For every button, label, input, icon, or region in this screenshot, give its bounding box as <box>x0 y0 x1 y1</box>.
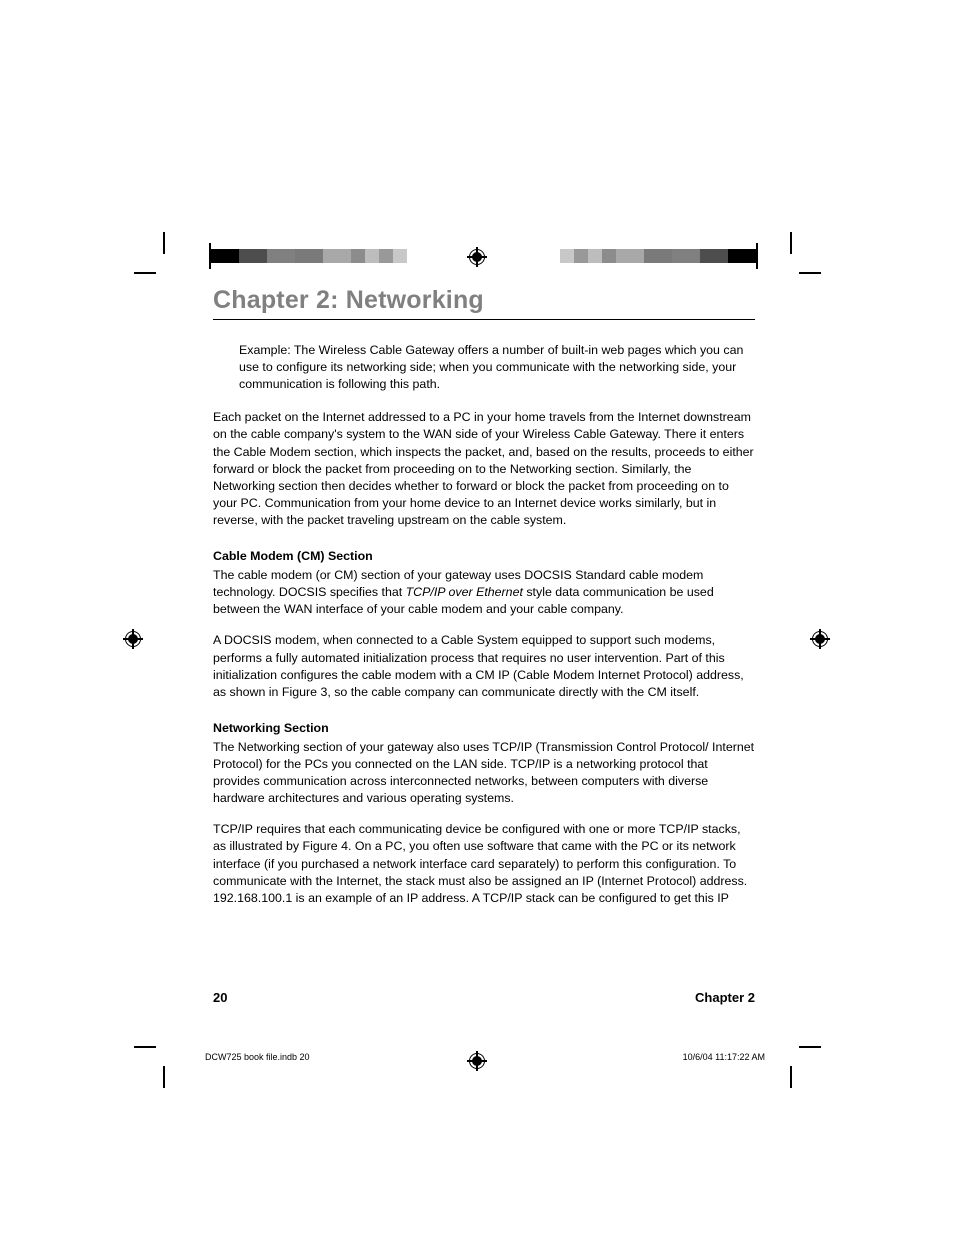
slug-datetime: 10/6/04 11:17:22 AM <box>683 1052 765 1062</box>
color-swatch <box>295 249 323 263</box>
color-swatch <box>379 249 393 263</box>
registration-mark-icon <box>810 629 830 649</box>
slug-filename: DCW725 book file.indb 20 <box>205 1052 310 1062</box>
chapter-label: Chapter 2 <box>695 990 755 1005</box>
italic-term: TCP/IP over Ethernet <box>406 585 523 599</box>
color-swatch <box>393 249 407 263</box>
example-paragraph: Example: The Wireless Cable Gateway offe… <box>239 342 747 393</box>
color-bar-right <box>546 249 758 263</box>
section-heading-cm: Cable Modem (CM) Section <box>213 549 755 563</box>
body-paragraph: The Networking section of your gateway a… <box>213 739 755 807</box>
color-swatch <box>560 249 574 263</box>
body-paragraph: Each packet on the Internet addressed to… <box>213 409 755 529</box>
color-swatch <box>588 249 602 263</box>
section-heading-networking: Networking Section <box>213 721 755 735</box>
crop-tick <box>163 232 165 254</box>
crop-tick <box>134 1046 156 1048</box>
print-slug: DCW725 book file.indb 20 10/6/04 11:17:2… <box>205 1052 765 1062</box>
color-swatch <box>574 249 588 263</box>
color-swatch <box>239 249 267 263</box>
registration-mark-icon <box>467 247 487 267</box>
color-swatch <box>728 249 756 263</box>
body-paragraph: The cable modem (or CM) section of your … <box>213 567 755 618</box>
color-swatch <box>672 249 700 263</box>
color-swatch <box>211 249 239 263</box>
title-rule <box>213 319 755 320</box>
color-bar-left <box>209 249 421 263</box>
crop-tick <box>134 272 156 274</box>
crop-tick <box>799 272 821 274</box>
page-number: 20 <box>213 990 227 1005</box>
crop-tick <box>790 1066 792 1088</box>
color-swatch <box>644 249 672 263</box>
color-swatch <box>267 249 295 263</box>
color-swatch <box>365 249 379 263</box>
color-swatch <box>616 249 644 263</box>
color-swatch <box>407 249 421 263</box>
color-swatch <box>700 249 728 263</box>
page: Chapter 2: Networking Example: The Wirel… <box>0 0 954 1235</box>
body-paragraph: TCP/IP requires that each communicating … <box>213 821 755 907</box>
color-swatch <box>602 249 616 263</box>
color-swatch <box>351 249 365 263</box>
chapter-title: Chapter 2: Networking <box>213 286 755 315</box>
content-column: Chapter 2: Networking Example: The Wirel… <box>213 286 755 921</box>
body-paragraph: A DOCSIS modem, when connected to a Cabl… <box>213 632 755 700</box>
crop-tick <box>799 1046 821 1048</box>
color-swatch <box>323 249 351 263</box>
color-swatch <box>546 249 560 263</box>
registration-mark-icon <box>123 629 143 649</box>
crop-tick <box>790 232 792 254</box>
crop-tick <box>163 1066 165 1088</box>
page-footer: 20 Chapter 2 <box>213 990 755 1005</box>
